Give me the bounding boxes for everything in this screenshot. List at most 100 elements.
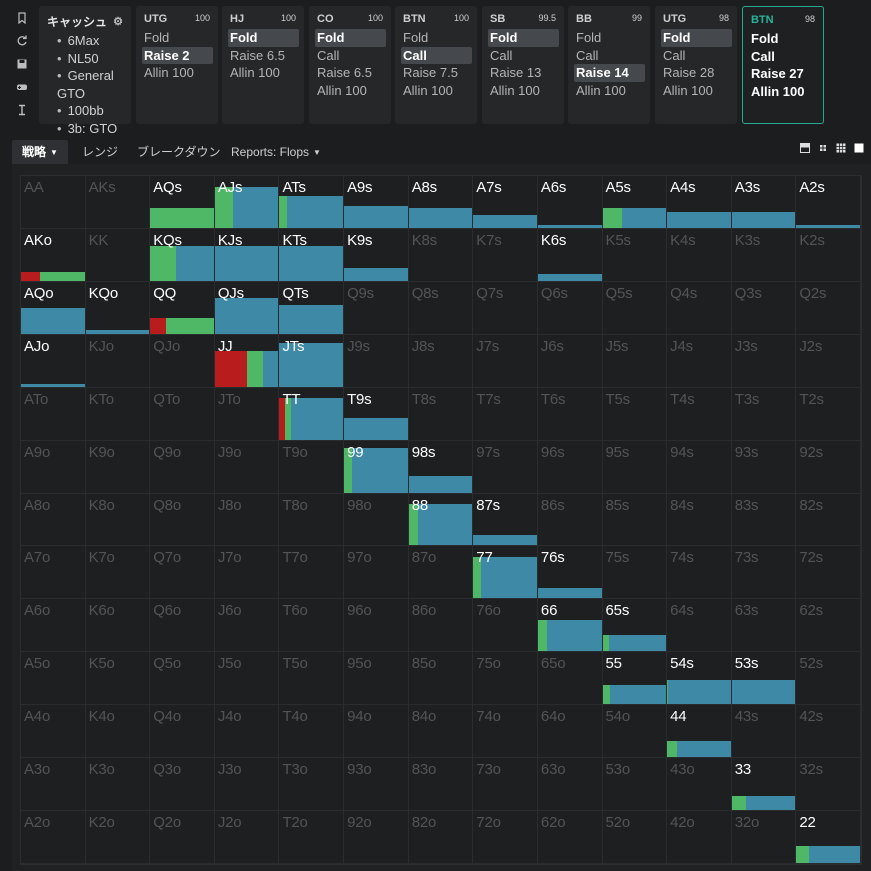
action-option[interactable]: Raise 6.5 bbox=[230, 47, 285, 63]
hand-cell-72o[interactable]: 72o bbox=[473, 811, 538, 864]
hand-cell-64o[interactable]: 64o bbox=[537, 705, 603, 759]
hand-cell-j5s[interactable]: J5s bbox=[602, 334, 668, 388]
action-option[interactable]: Raise 6.5 bbox=[317, 65, 372, 80]
position-panel-co[interactable]: CO 100 Fold Call Raise 6.5 Allin 100 bbox=[309, 6, 391, 124]
hand-cell-k4s[interactable]: K4s bbox=[667, 228, 732, 282]
position-panel-sb[interactable]: SB 99.5 Fold Call Raise 13 Allin 100 bbox=[482, 6, 564, 124]
action-option[interactable]: Call bbox=[401, 46, 472, 64]
hand-cell-72s[interactable]: 72s bbox=[796, 546, 861, 600]
hand-cell-43o[interactable]: 43o bbox=[667, 758, 732, 812]
hand-cell-j3o[interactable]: J3o bbox=[214, 758, 280, 812]
hand-cell-42o[interactable]: 42o bbox=[667, 811, 732, 864]
layout-split-icon[interactable] bbox=[799, 142, 811, 154]
hand-cell-qto[interactable]: QTo bbox=[150, 387, 215, 441]
hand-cell-q6s[interactable]: Q6s bbox=[537, 281, 603, 335]
hand-cell-q8s[interactable]: Q8s bbox=[408, 281, 474, 335]
position-panel-bb[interactable]: BB 99 Fold Call Raise 14 Allin 100 bbox=[568, 6, 650, 124]
hand-cell-93o[interactable]: 93o bbox=[344, 758, 409, 812]
hand-cell-63o[interactable]: 63o bbox=[537, 758, 603, 812]
action-option[interactable]: Raise 27 bbox=[751, 66, 804, 81]
hand-cell-96o[interactable]: 96o bbox=[344, 599, 409, 653]
hand-cell-aks[interactable]: AKs bbox=[85, 176, 151, 229]
hand-cell-63s[interactable]: 63s bbox=[731, 599, 797, 653]
action-option[interactable]: Fold bbox=[403, 30, 429, 45]
hand-cell-84s[interactable]: 84s bbox=[667, 493, 732, 547]
hand-cell-q6o[interactable]: Q6o bbox=[150, 599, 215, 653]
position-panel-btn[interactable]: BTN 98 Fold Call Raise 27 Allin 100 bbox=[742, 6, 824, 124]
hand-cell-82o[interactable]: 82o bbox=[408, 811, 474, 864]
hand-cell-t8o[interactable]: T8o bbox=[279, 493, 345, 547]
hand-cell-76o[interactable]: 76o bbox=[473, 599, 538, 653]
hand-cell-j9s[interactable]: J9s bbox=[344, 334, 409, 388]
hand-cell-t2s[interactable]: T2s bbox=[796, 387, 861, 441]
hand-cell-aqs[interactable]: AQs bbox=[150, 176, 215, 229]
hand-cell-a8s[interactable]: A8s bbox=[408, 176, 474, 229]
layout-full-icon[interactable] bbox=[853, 142, 865, 154]
hand-cell-a9o[interactable]: A9o bbox=[21, 440, 86, 494]
gamepad-icon[interactable] bbox=[14, 79, 30, 95]
hand-cell-t5s[interactable]: T5s bbox=[602, 387, 668, 441]
hand-cell-a7o[interactable]: A7o bbox=[21, 546, 86, 600]
hand-cell-a5s[interactable]: A5s bbox=[602, 176, 668, 229]
action-option[interactable]: Raise 2 bbox=[142, 46, 213, 64]
action-option[interactable]: Raise 28 bbox=[663, 65, 715, 80]
hand-cell-97o[interactable]: 97o bbox=[344, 546, 409, 600]
tab-strategy[interactable]: 戦略 ▼ bbox=[12, 140, 68, 164]
hand-cell-82s[interactable]: 82s bbox=[796, 493, 861, 547]
hand-cell-jts[interactable]: JTs bbox=[279, 334, 345, 388]
hand-cell-k2s[interactable]: K2s bbox=[796, 228, 861, 282]
hand-cell-a3s[interactable]: A3s bbox=[731, 176, 797, 229]
refresh-icon[interactable] bbox=[14, 33, 30, 49]
hand-cell-87o[interactable]: 87o bbox=[408, 546, 474, 600]
hand-cell-85o[interactable]: 85o bbox=[408, 652, 474, 706]
action-option[interactable]: Call bbox=[317, 47, 340, 63]
hand-cell-94o[interactable]: 94o bbox=[344, 705, 409, 759]
hand-cell-t7s[interactable]: T7s bbox=[473, 387, 538, 441]
hand-cell-ako[interactable]: AKo bbox=[21, 228, 86, 282]
hand-cell-q3o[interactable]: Q3o bbox=[150, 758, 215, 812]
action-option[interactable]: Call bbox=[663, 47, 686, 63]
hand-cell-t6s[interactable]: T6s bbox=[537, 387, 603, 441]
hand-cell-tt[interactable]: TT bbox=[279, 387, 345, 441]
hand-cell-t4s[interactable]: T4s bbox=[667, 387, 732, 441]
hand-cell-qq[interactable]: QQ bbox=[150, 281, 215, 335]
text-cursor-icon[interactable] bbox=[14, 102, 30, 118]
hand-cell-92s[interactable]: 92s bbox=[796, 440, 861, 494]
hand-cell-q9o[interactable]: Q9o bbox=[150, 440, 215, 494]
hand-cell-98s[interactable]: 98s bbox=[408, 440, 474, 494]
hand-cell-j5o[interactable]: J5o bbox=[214, 652, 280, 706]
hand-cell-64s[interactable]: 64s bbox=[667, 599, 732, 653]
hand-cell-j7o[interactable]: J7o bbox=[214, 546, 280, 600]
position-panel-utg[interactable]: UTG 100 Fold Raise 2 Allin 100 bbox=[136, 6, 218, 124]
hand-cell-t6o[interactable]: T6o bbox=[279, 599, 345, 653]
hand-cell-a9s[interactable]: A9s bbox=[344, 176, 409, 229]
hand-cell-k8s[interactable]: K8s bbox=[408, 228, 474, 282]
hand-cell-j8o[interactable]: J8o bbox=[214, 493, 280, 547]
hand-cell-88[interactable]: 88 bbox=[408, 493, 474, 547]
hand-cell-43s[interactable]: 43s bbox=[731, 705, 797, 759]
settings-gear-icon[interactable]: ⚙ bbox=[113, 16, 123, 28]
action-option[interactable]: Fold bbox=[576, 30, 602, 45]
hand-cell-q9s[interactable]: Q9s bbox=[344, 281, 409, 335]
hand-cell-kk[interactable]: KK bbox=[85, 228, 151, 282]
hand-cell-q2s[interactable]: Q2s bbox=[796, 281, 861, 335]
hand-cell-22[interactable]: 22 bbox=[796, 811, 861, 864]
action-option[interactable]: Raise 14 bbox=[574, 64, 645, 82]
hand-cell-86o[interactable]: 86o bbox=[408, 599, 474, 653]
action-option[interactable]: Allin 100 bbox=[663, 82, 713, 98]
action-option[interactable]: Raise 7.5 bbox=[403, 65, 458, 80]
hand-cell-aqo[interactable]: AQo bbox=[21, 281, 86, 335]
action-option[interactable]: Allin 100 bbox=[751, 83, 805, 99]
hand-cell-j4o[interactable]: J4o bbox=[214, 705, 280, 759]
action-option[interactable]: Fold bbox=[751, 31, 779, 46]
hand-cell-84o[interactable]: 84o bbox=[408, 705, 474, 759]
hand-cell-t9o[interactable]: T9o bbox=[279, 440, 345, 494]
hand-cell-k4o[interactable]: K4o bbox=[85, 705, 151, 759]
hand-cell-k5s[interactable]: K5s bbox=[602, 228, 668, 282]
hand-cell-73s[interactable]: 73s bbox=[731, 546, 797, 600]
hand-cell-75o[interactable]: 75o bbox=[473, 652, 538, 706]
hand-cell-q3s[interactable]: Q3s bbox=[731, 281, 797, 335]
tab-range[interactable]: レンジ bbox=[82, 145, 119, 159]
hand-cell-j2o[interactable]: J2o bbox=[214, 811, 280, 864]
hand-cell-k5o[interactable]: K5o bbox=[85, 652, 151, 706]
